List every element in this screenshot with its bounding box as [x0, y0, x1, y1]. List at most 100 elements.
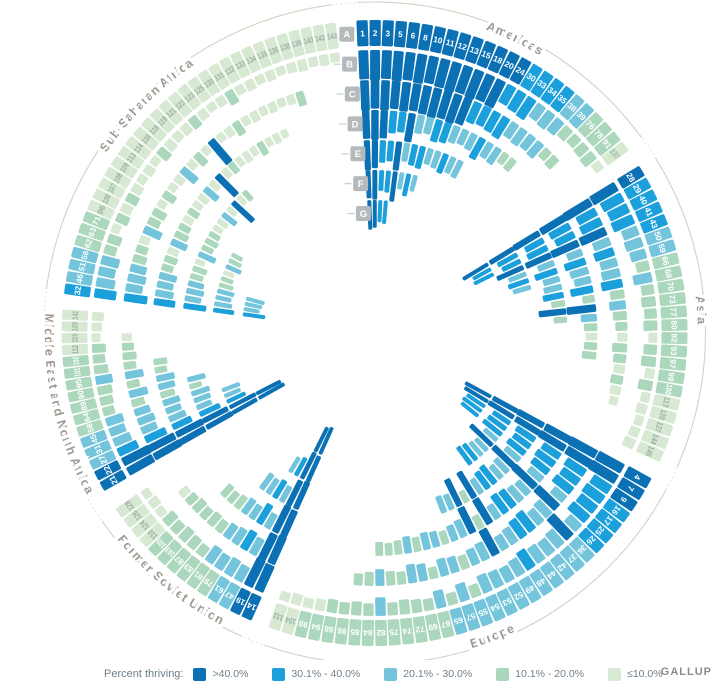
rank-label: 111 [271, 611, 284, 623]
rank-label: 90 [76, 389, 87, 400]
heatmap-cell-F-42 [462, 442, 478, 462]
heatmap-cell-D-92 [585, 332, 598, 341]
heatmap-cell-A-28 [617, 166, 645, 189]
region-middle-east-north-africa: 21222731455864899095101102112115129141Mi… [38, 309, 285, 500]
heatmap-cell-E-18 [444, 156, 457, 174]
heatmap-cell-A-108 [104, 166, 132, 189]
heatmap-cell-C-38 [526, 140, 544, 159]
rank-label: 71 [91, 215, 103, 227]
heatmap-cell-A-38 [559, 94, 585, 121]
heatmap-cell-D-21 [179, 426, 207, 445]
heatmap-cell-A-113 [118, 146, 145, 169]
heatmap-cell-D-69 [411, 536, 422, 553]
rank-label: 89 [78, 400, 89, 411]
heatmap-cell-C-85 [353, 573, 364, 586]
heatmap-cell-D-87 [227, 490, 240, 504]
heatmap-cell-A-104 [281, 607, 300, 635]
heatmap-cell-A-13 [465, 36, 484, 64]
heatmap-cell-D-123 [234, 155, 246, 168]
heatmap-cell-E-52 [458, 489, 470, 504]
heatmap-cell-C-105 [192, 498, 208, 514]
heatmap-cell-D-77 [580, 313, 598, 323]
heatmap-cell-A-69 [425, 613, 442, 641]
heatmap-cell-F-10 [401, 173, 412, 197]
rank-label: 129 [70, 322, 79, 332]
heatmap-cell-D-53 [457, 506, 477, 535]
heatmap-cell-B-132 [234, 83, 247, 96]
heatmap-cell-C-82 [375, 569, 385, 587]
heatmap-cell-C-41 [578, 227, 608, 246]
heatmap-cell-A-62 [74, 234, 102, 253]
heatmap-cell-G-9 [466, 393, 486, 408]
heatmap-cell-B-116 [156, 146, 172, 162]
heatmap-cell-D-17 [530, 457, 551, 475]
rank-label: 2 [373, 29, 378, 38]
rank-label: 18 [492, 54, 504, 66]
heatmap-cell-B-139 [296, 58, 309, 73]
heatmap-cell-A-61 [208, 576, 230, 603]
heatmap-cell-A-86 [334, 617, 349, 645]
heatmap-cell-B-25 [567, 501, 591, 523]
rank-label: 92 [669, 333, 678, 343]
heatmap-cell-D-19 [272, 504, 292, 534]
heatmap-cell-B-128 [140, 487, 153, 500]
heatmap-cell-A-64 [73, 408, 101, 426]
heatmap-cell-C-112 [121, 342, 135, 351]
heatmap-cell-D-24 [468, 136, 486, 161]
heatmap-cell-G-29 [472, 267, 492, 281]
heatmap-cell-C-134 [267, 101, 279, 114]
heatmap-cell-B-67 [432, 589, 447, 609]
heatmap-cell-F-96 [225, 264, 242, 275]
rank-label: 86 [336, 626, 346, 636]
heatmap-cell-C-81 [223, 522, 239, 540]
heatmap-cell-B-99 [644, 367, 656, 380]
heatmap-cell-A-76 [577, 112, 604, 138]
heatmap-cell-B-115 [91, 333, 101, 343]
heatmap-cell-E-4 [516, 409, 545, 429]
heatmap-cell-E-114 [221, 212, 238, 227]
heatmap-cell-C-64 [130, 396, 146, 408]
heatmap-cell-D-37 [506, 484, 524, 503]
heatmap-cell-A-6 [405, 22, 421, 49]
rank-label: 19 [234, 595, 247, 607]
heatmap-cell-F-11 [409, 174, 418, 192]
heatmap-cell-C-29 [575, 207, 598, 225]
rank-label: 5 [398, 30, 404, 39]
rank-label: 73 [667, 294, 677, 305]
rank-label: 134 [245, 54, 258, 66]
heatmap-cell-D-35 [503, 157, 517, 172]
legend-item: 10.1% - 20.0% [496, 667, 584, 681]
heatmap-cell-C-96 [142, 225, 163, 241]
heatmap-cell-C-44 [508, 517, 528, 540]
heatmap-cell-A-54 [485, 593, 506, 622]
heatmap-cell-C-56 [129, 263, 148, 276]
ring-label-E: E [341, 146, 366, 162]
heatmap-cell-D-16 [534, 448, 557, 468]
heatmap-cell-D-46 [154, 289, 174, 300]
ring-square [347, 116, 363, 132]
heatmap-cell-B-57 [454, 582, 470, 603]
heatmap-cell-E-27 [198, 403, 221, 417]
legend-label: 30.1% - 40.0% [291, 668, 361, 680]
rank-label: 141 [71, 310, 81, 320]
heatmap-cell-B-108 [130, 182, 144, 196]
heatmap-cell-B-47 [234, 563, 250, 583]
heatmap-cell-F-2 [372, 169, 378, 200]
heatmap-cell-A-66 [652, 252, 680, 270]
heatmap-cell-D-43 [566, 248, 584, 261]
heatmap-cell-A-124 [131, 513, 158, 538]
heatmap-cell-C-47 [249, 536, 265, 557]
heatmap-cell-B-24 [498, 83, 517, 106]
heatmap-cell-F-59 [512, 284, 532, 295]
heatmap-cell-E-37 [488, 464, 504, 480]
heatmap-cell-E-10 [407, 143, 419, 166]
heatmap-cell-B-42 [537, 537, 556, 557]
heatmap-cell-B-17 [576, 493, 598, 514]
heatmap-cell-A-92 [661, 332, 688, 344]
heatmap-cell-C-80 [615, 321, 628, 332]
heatmap-cell-A-102 [62, 354, 90, 368]
heatmap-cell-C-16 [559, 467, 581, 486]
heatmap-cell-B-74 [398, 599, 411, 615]
heatmap-cell-E-64 [188, 381, 203, 390]
legend-item: ≤10.0% [608, 667, 663, 681]
